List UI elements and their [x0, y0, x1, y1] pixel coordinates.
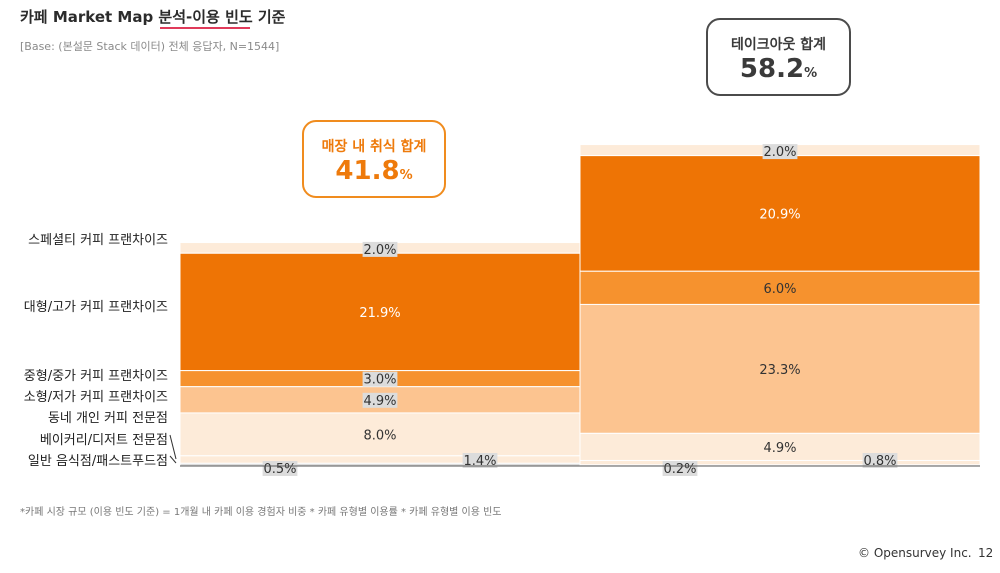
data-label-col0-seg6: 0.5%: [263, 462, 296, 477]
data-label-col1-seg4: 4.9%: [763, 441, 796, 456]
category-label-bakery: 베이커리/디저트 전문점: [39, 433, 168, 448]
category-label-medium: 중형/중가 커피 프랜차이즈: [23, 369, 168, 384]
category-label-small: 소형/저가 커피 프랜차이즈: [23, 390, 168, 405]
data-label-col0-seg0: 2.0%: [363, 243, 396, 258]
data-label-col1-seg0-bg: [762, 144, 798, 160]
takeout-total-label: 테이크아웃 합계: [730, 37, 827, 53]
bar-col1-seg3: [579, 303, 981, 434]
data-label-col0-seg0-bg: [362, 241, 398, 257]
data-label-col0-seg2-bg: [362, 371, 398, 387]
title-underline: [160, 27, 250, 29]
connector-line-bakery: [169, 434, 177, 460]
footnote: *카페 시장 규모 (이용 빈도 기준) = 1개월 내 카페 이용 경험자 비…: [20, 507, 502, 518]
data-label-col0-seg5-bg: [462, 453, 498, 468]
bar-col0-seg5: [179, 455, 581, 464]
data-label-col1-seg0: 2.0%: [763, 145, 796, 160]
data-label-col0-seg6-bg: [262, 461, 298, 476]
data-label-col0-seg4: 8.0%: [363, 428, 396, 443]
connector-line-restaurant: [169, 455, 177, 464]
data-label-col0-seg3: 4.9%: [363, 394, 396, 409]
data-label-col1-seg6-bg: [662, 461, 698, 476]
page-title: 카페 Market Map 분석-이용 빈도 기준: [20, 8, 286, 26]
dine-in-total-callout: 매장 내 취식 합계 41.8%: [302, 120, 446, 198]
data-label-col0-seg5: 1.4%: [463, 454, 496, 469]
bar-col1-seg4: [579, 432, 981, 461]
footer-brand: © Opensurvey Inc.: [858, 546, 972, 560]
category-label-restaurant: 일반 음식점/패스트푸드점: [27, 454, 168, 469]
data-label-col1-seg5: 0.8%: [863, 454, 896, 469]
data-label-col0-seg3-bg: [362, 392, 398, 408]
dine-in-total-unit: %: [399, 168, 413, 183]
dine-in-total-value: 41.8%: [304, 156, 444, 191]
data-label-col1-seg3: 23.3%: [759, 363, 800, 378]
page-number: 12: [978, 546, 994, 560]
takeout-total-unit: %: [804, 66, 818, 81]
takeout-total-value: 58.2%: [708, 54, 849, 89]
data-label-col0-seg2: 3.0%: [363, 373, 396, 388]
data-label-col1-seg2: 6.0%: [763, 282, 796, 297]
data-label-col1-seg6: 0.2%: [663, 462, 696, 477]
dine-in-total-label: 매장 내 취식 합계: [321, 139, 427, 155]
dine-in-total-number: 41.8: [335, 156, 400, 186]
data-label-col1-seg5-bg: [862, 453, 898, 468]
data-label-col1-seg1: 20.9%: [759, 207, 800, 222]
bar-col0-seg4: [179, 412, 581, 457]
bar-col1-seg5: [579, 459, 981, 466]
data-label-col0-seg1: 21.9%: [359, 306, 400, 321]
takeout-total-callout: 테이크아웃 합계 58.2%: [706, 18, 851, 96]
takeout-total-number: 58.2: [739, 54, 805, 84]
category-label-local: 동네 개인 커피 전문점: [47, 411, 168, 426]
base-note: [Base: (본설문 Stack 데이터) 전체 응답자, N=1544]: [20, 40, 280, 53]
bar-col0-seg1: [179, 252, 581, 372]
category-label-large: 대형/고가 커피 프랜차이즈: [23, 300, 168, 315]
category-label-specialty: 스페셜티 커피 프랜차이즈: [28, 233, 168, 248]
